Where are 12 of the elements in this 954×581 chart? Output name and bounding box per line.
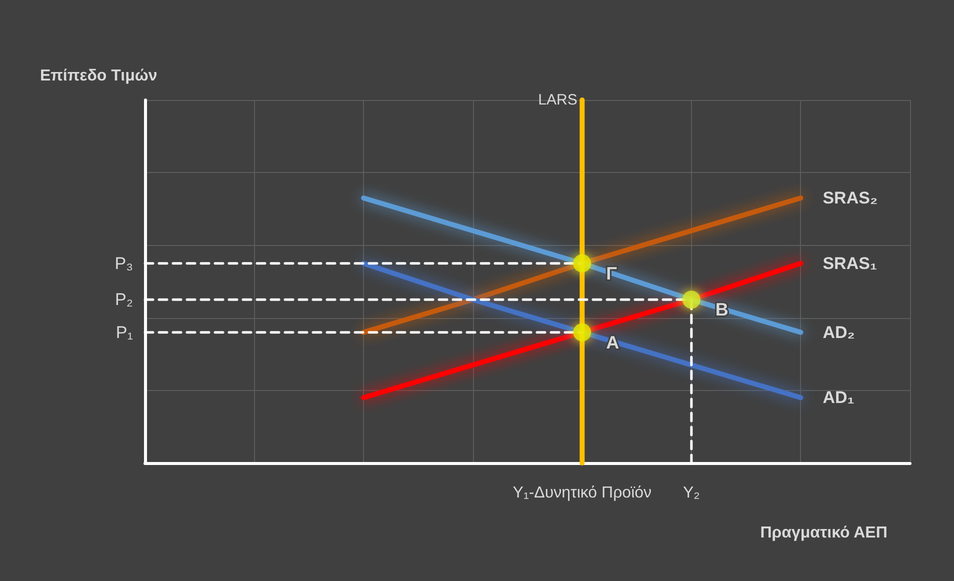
series-label: LARS xyxy=(538,92,578,108)
series-label: AD₂ xyxy=(822,322,855,342)
y-axis-title: Επίπεδο Τιμών xyxy=(40,68,158,84)
x-axis-title: Πραγματικό ΑΕΠ xyxy=(760,524,888,542)
series-label: P₂ xyxy=(115,290,133,310)
series-label: P₁ xyxy=(116,322,134,342)
series-label: SRAS₁ xyxy=(822,254,877,273)
x-tick-label: Y₂ xyxy=(682,484,700,502)
series-label: SRAS₂ xyxy=(822,188,878,208)
series-label: AD₁ xyxy=(822,388,854,408)
x-tick-label: Y₁-Δυνητικό Προϊόν xyxy=(512,484,652,502)
series-label: P₃ xyxy=(114,254,133,273)
